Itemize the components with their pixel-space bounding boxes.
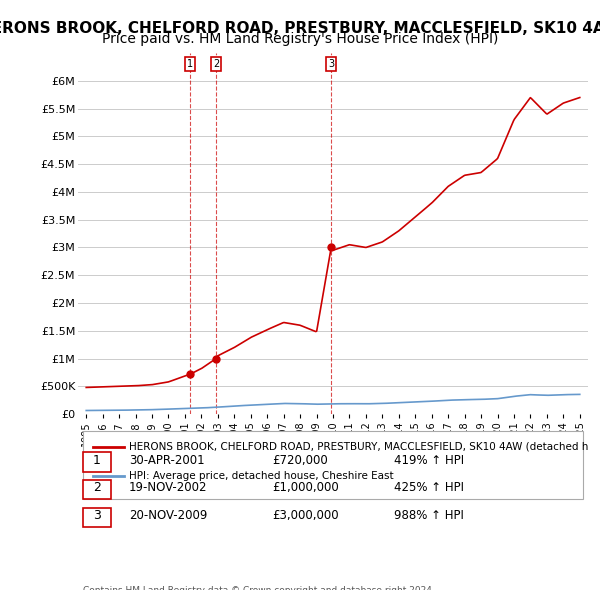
FancyBboxPatch shape [83,452,111,471]
Text: 2: 2 [93,481,101,494]
Text: 19-NOV-2002: 19-NOV-2002 [129,481,208,494]
Text: 988% ↑ HPI: 988% ↑ HPI [394,509,464,522]
FancyBboxPatch shape [83,507,111,527]
Text: £1,000,000: £1,000,000 [272,481,338,494]
Text: 1: 1 [93,454,101,467]
Text: 419% ↑ HPI: 419% ↑ HPI [394,454,464,467]
Text: 425% ↑ HPI: 425% ↑ HPI [394,481,464,494]
Text: Price paid vs. HM Land Registry's House Price Index (HPI): Price paid vs. HM Land Registry's House … [102,32,498,47]
Text: 30-APR-2001: 30-APR-2001 [129,454,205,467]
Text: 20-NOV-2009: 20-NOV-2009 [129,509,208,522]
Text: 2: 2 [213,59,219,69]
Text: £720,000: £720,000 [272,454,328,467]
Text: 3: 3 [93,509,101,522]
Text: HPI: Average price, detached house, Cheshire East: HPI: Average price, detached house, Ches… [129,471,394,481]
Text: 1: 1 [187,59,193,69]
Text: Contains HM Land Registry data © Crown copyright and database right 2024.
This d: Contains HM Land Registry data © Crown c… [83,586,435,590]
FancyBboxPatch shape [83,431,583,499]
Text: 3: 3 [328,59,334,69]
Text: £3,000,000: £3,000,000 [272,509,338,522]
Text: HERONS BROOK, CHELFORD ROAD, PRESTBURY, MACCLESFIELD, SK10 4AW: HERONS BROOK, CHELFORD ROAD, PRESTBURY, … [0,21,600,35]
Text: HERONS BROOK, CHELFORD ROAD, PRESTBURY, MACCLESFIELD, SK10 4AW (detached h: HERONS BROOK, CHELFORD ROAD, PRESTBURY, … [129,442,589,452]
FancyBboxPatch shape [83,480,111,500]
